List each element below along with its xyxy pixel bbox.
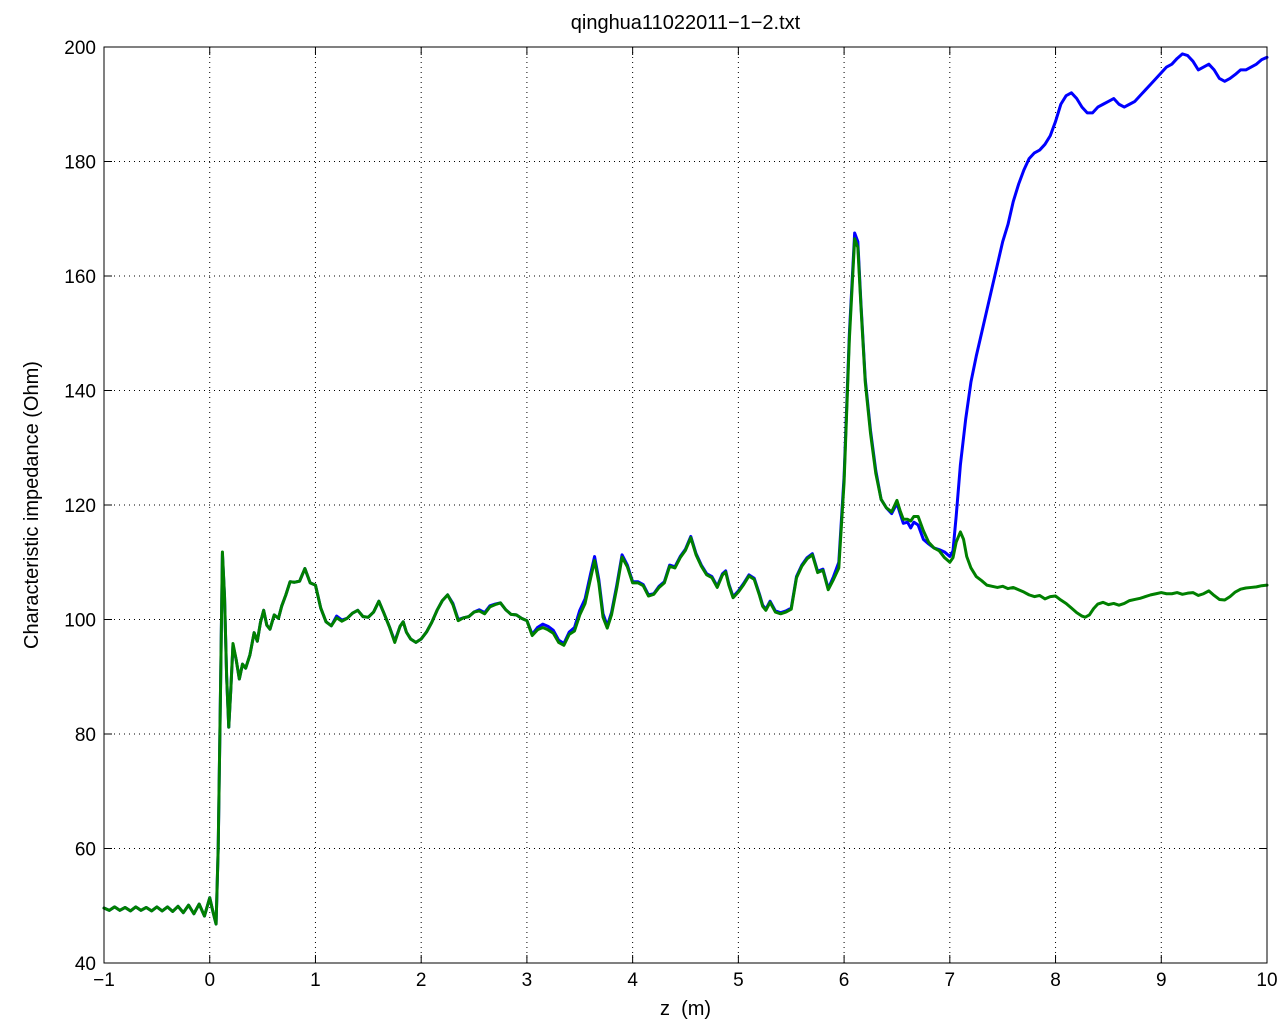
y-tick-label: 120	[64, 496, 96, 517]
x-tick-label: −1	[93, 970, 115, 991]
y-tick-label: 140	[64, 382, 96, 403]
y-tick-label: 40	[75, 954, 96, 975]
y-axis-title: Characteristic impedance (Ohm)	[21, 361, 43, 649]
y-tick-label: 80	[75, 725, 96, 746]
x-tick-label: 3	[522, 970, 533, 991]
x-tick-label: 5	[733, 970, 744, 991]
y-tick-labels: 40 60 80 100 120 140 160 180 200	[64, 38, 96, 975]
x-tick-label: 0	[204, 970, 215, 991]
y-tick-label: 100	[64, 611, 96, 632]
ticks	[103, 46, 1268, 964]
x-tick-label: 4	[627, 970, 638, 991]
series-line-2	[102, 237, 1269, 926]
x-tick-label: 6	[839, 970, 850, 991]
y-tick-label: 200	[64, 38, 96, 59]
x-tick-label: 2	[416, 970, 427, 991]
x-tick-label: 8	[1050, 970, 1061, 991]
x-axis-title: z (m)	[660, 998, 711, 1020]
y-tick-label: 160	[64, 267, 96, 288]
x-tick-label: 1	[310, 970, 321, 991]
y-tick-label: 60	[75, 840, 96, 861]
x-tick-labels: −1 0 1 2 3 4 5 6 7 8 9 10	[93, 970, 1277, 991]
x-tick-label: 9	[1156, 970, 1167, 991]
x-tick-label: 10	[1256, 970, 1277, 991]
x-tick-label: 7	[945, 970, 956, 991]
chart-title: qinghua11022011−1−2.txt	[571, 12, 801, 34]
series-layer	[102, 52, 1269, 926]
y-tick-label: 180	[64, 153, 96, 174]
